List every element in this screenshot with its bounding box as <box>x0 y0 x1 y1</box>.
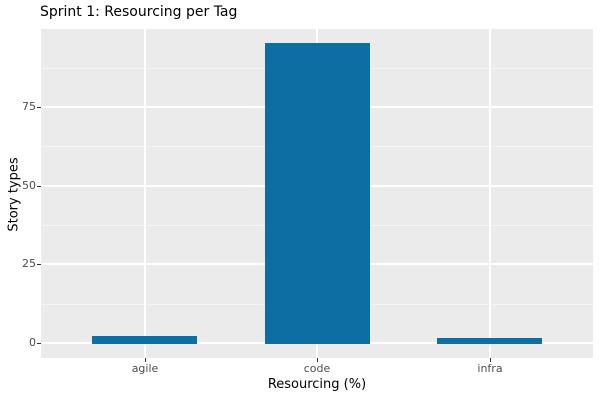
y-axis-tick-mark <box>37 264 41 265</box>
y-axis-tick-mark <box>37 186 41 187</box>
chart-title: Sprint 1: Resourcing per Tag <box>40 4 238 20</box>
x-tick-label: agile <box>131 362 159 375</box>
x-axis-title: Resourcing (%) <box>267 377 367 392</box>
y-axis-tick-mark <box>37 107 41 108</box>
x-axis-tick-mark <box>317 358 318 362</box>
bar-agile <box>92 336 197 344</box>
plot-panel <box>41 29 593 358</box>
y-tick-label: 0 <box>29 336 36 349</box>
y-tick-label: 50 <box>22 179 36 192</box>
bar-code <box>265 43 370 344</box>
x-axis-tick-mark <box>145 358 146 362</box>
x-tick-label: infra <box>477 362 503 375</box>
y-axis-title: Story types <box>6 157 22 232</box>
y-axis-tick-mark <box>37 343 41 344</box>
x-axis-tick-mark <box>490 358 491 362</box>
bar-infra <box>437 338 542 344</box>
gridline-major-vertical <box>489 29 491 358</box>
gridline-major-vertical <box>144 29 146 358</box>
y-tick-label: 75 <box>22 100 36 113</box>
y-tick-label: 25 <box>22 257 36 270</box>
x-tick-label: code <box>303 362 331 375</box>
